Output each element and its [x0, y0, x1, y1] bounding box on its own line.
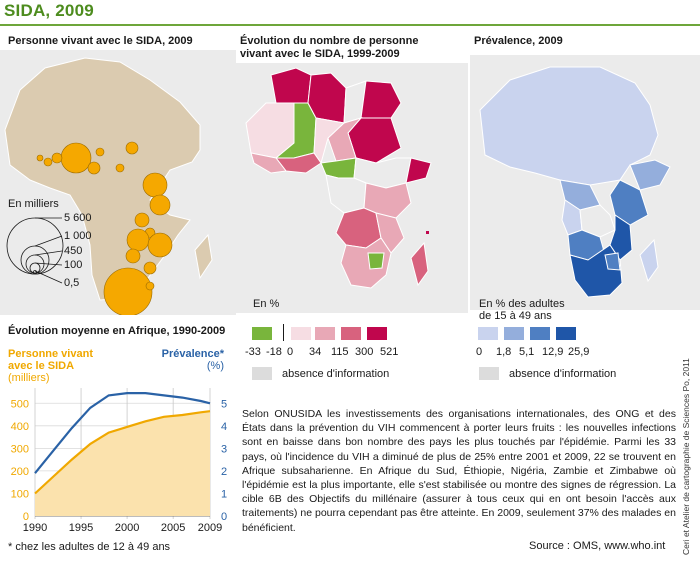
map1-legend: [6, 217, 64, 284]
left-tick-label: 300: [11, 443, 29, 455]
map3-legend-swatch: [478, 327, 498, 340]
right-tick-label: 5: [221, 398, 227, 410]
map2-legend-zero-tick: [283, 324, 284, 341]
map3-legend-swatch: [504, 327, 524, 340]
x-tick-label: 1990: [23, 522, 47, 534]
map2-legend-swatch: [291, 327, 311, 340]
map2-scale-label: 34: [309, 346, 322, 358]
map3-unit-line1: En % des adultes: [479, 298, 565, 310]
map1-legend-title: En milliers: [8, 198, 59, 210]
map1-legend-value: 450: [64, 245, 83, 257]
title-rule: [0, 24, 700, 26]
x-tick-label: 2009: [198, 522, 222, 534]
left-tick-label: 100: [11, 488, 29, 500]
chart-footnote: * chez les adultes de 12 à 49 ans: [8, 541, 171, 553]
map3-no-info-label: absence d'information: [509, 368, 617, 380]
map2-legend-swatch: [341, 327, 361, 340]
map3-scale-label: 25,9: [568, 346, 590, 358]
source-label: Source : OMS, www.who.int: [529, 540, 666, 552]
left-tick-label: 500: [11, 398, 29, 410]
x-tick-label: 2005: [161, 522, 185, 534]
prevalence-line: [34, 392, 211, 474]
left-tick-label: 0: [23, 511, 29, 523]
map1-legend-value: 5 600: [64, 212, 92, 224]
left-tick-label: 200: [11, 466, 29, 478]
map1-legend-value: 100: [64, 259, 83, 271]
right-tick-label: 0: [221, 511, 227, 523]
people-living-area: [35, 411, 210, 516]
right-axis-unit: (%): [206, 360, 224, 372]
text-paragraph: Selon ONUSIDA les investissements des or…: [242, 408, 676, 534]
map2-scale-label: 521: [380, 346, 399, 358]
right-tick-label: 3: [221, 443, 227, 455]
left-tick-label: 400: [11, 421, 29, 433]
right-axis-label: Prévalence*: [161, 348, 224, 360]
x-tick-label: 2000: [115, 522, 139, 534]
x-tick-label: 1995: [69, 522, 93, 534]
map1-legend-value: 0,5: [64, 277, 80, 289]
map3-scale-label: 12,9: [542, 346, 564, 358]
map2-title-line2: vivant avec le SIDA, 1999-2009: [240, 48, 400, 60]
map3-scale-label: 1,8: [496, 346, 512, 358]
map2-scale-label: 115: [331, 346, 349, 358]
right-tick-label: 4: [221, 421, 227, 433]
map2-scale-label: -18: [266, 346, 282, 358]
map2-title-line1: Évolution du nombre de personne: [240, 35, 419, 47]
map3-legend-swatch: [556, 327, 576, 340]
left-axis-unit: (milliers): [8, 372, 50, 384]
map3-unit-line2: de 15 à 49 ans: [479, 310, 552, 322]
map1-bubbles: [36, 141, 173, 315]
map3-title: Prévalence, 2009: [474, 35, 563, 47]
map2-legend-swatch: [315, 327, 335, 340]
chart-title: Évolution moyenne en Afrique, 1990-2009: [8, 325, 226, 337]
map3-scale-label: 0: [476, 346, 483, 358]
map3-no-info-swatch: [479, 367, 499, 380]
map1-title: Personne vivant avec le SIDA, 2009: [8, 35, 193, 47]
credits: Ceri et Atelier de cartographie de Scien…: [681, 358, 691, 555]
left-axis-label-line1: Personne vivant: [8, 348, 93, 360]
map3-scale-label: 5,1: [519, 346, 535, 358]
map1-legend-value: 1 000: [64, 230, 92, 242]
map2-unit: En %: [253, 298, 280, 310]
map2-africa: [236, 63, 468, 313]
map3-legend-swatch: [530, 327, 550, 340]
map2-scale-label: -33: [245, 346, 261, 358]
evolution-chart: 0 100 200 300 400 500 0 1 2 3 4 5 1990 1995 2000 2005…: [11, 388, 227, 534]
map2-no-info-label: absence d'information: [282, 368, 390, 380]
right-tick-label: 2: [221, 466, 227, 478]
map3-africa: [470, 55, 700, 310]
map2-no-info-swatch: [252, 367, 272, 380]
page-title: SIDA, 2009: [4, 1, 94, 20]
map2-legend-swatch: [367, 327, 387, 340]
right-tick-label: 1: [221, 488, 227, 500]
map2-scale-label: 300: [355, 346, 374, 358]
left-axis-label-line2: avec le SIDA: [8, 360, 75, 372]
map1-africa: [0, 50, 236, 315]
map2-scale-label: 0: [287, 346, 294, 358]
people-living-line: [34, 410, 211, 495]
map2-legend-swatch: [252, 327, 272, 340]
